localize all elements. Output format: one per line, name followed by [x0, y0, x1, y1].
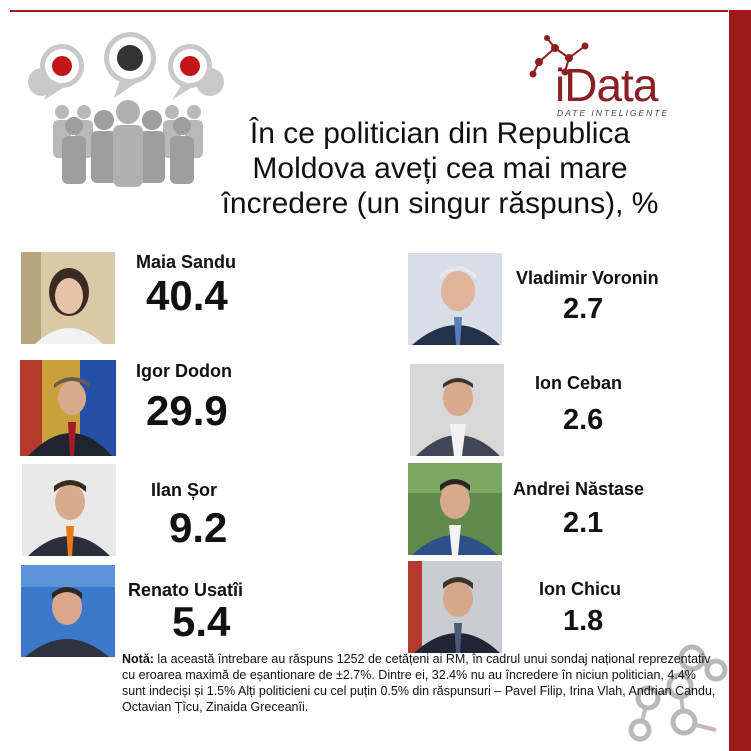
top-rule [10, 10, 728, 12]
portrait-renato-usatii [21, 565, 115, 657]
brand-name: Data [564, 59, 658, 111]
portrait-vladimir-voronin [408, 253, 502, 345]
idata-molecule-logo-icon [529, 35, 589, 78]
politician-value: 2.6 [563, 404, 604, 436]
portrait-maia-sandu [21, 252, 115, 344]
politician-name: Vladimir Voronin [516, 268, 659, 288]
politician-value: 2.7 [563, 293, 604, 325]
politician-value: 2.1 [563, 507, 604, 539]
crowd-speech-bubbles-icon [28, 32, 224, 187]
portrait-igor-dodon [20, 360, 116, 456]
politician-name: Renato Usatîi [128, 580, 244, 600]
politician-value: 40.4 [146, 272, 228, 319]
politician-name: Igor Dodon [136, 361, 232, 381]
chart-title: În ce politician din Republica Moldova a… [221, 117, 659, 220]
portrait-ion-chicu [408, 561, 502, 653]
portrait-andrei-nastase [408, 463, 502, 555]
brand-tagline: DATE INTELIGENTE [557, 108, 670, 118]
politician-value: 29.9 [146, 387, 228, 434]
politician-value: 5.4 [172, 598, 231, 645]
footnote-text: la această întrebare au răspuns 1252 de … [122, 652, 716, 714]
molecule-decoration-icon [628, 644, 728, 742]
footnote: Notă: la această întrebare au răspuns 12… [122, 651, 722, 715]
politician-name: Ion Chicu [539, 579, 621, 599]
portrait-ion-ceban [410, 364, 504, 456]
politician-name: Maia Sandu [136, 252, 237, 272]
footnote-label: Notă: [122, 652, 154, 666]
politician-value: 1.8 [563, 605, 604, 637]
politician-name: Andrei Năstase [513, 479, 645, 499]
portrait-ilan-sor [22, 464, 116, 556]
politician-value: 9.2 [169, 504, 228, 551]
politician-name: Ion Ceban [535, 373, 623, 393]
politician-name: Ilan Șor [151, 480, 218, 500]
brand-logo: iData [555, 59, 658, 111]
right-accent-bar [729, 10, 751, 751]
